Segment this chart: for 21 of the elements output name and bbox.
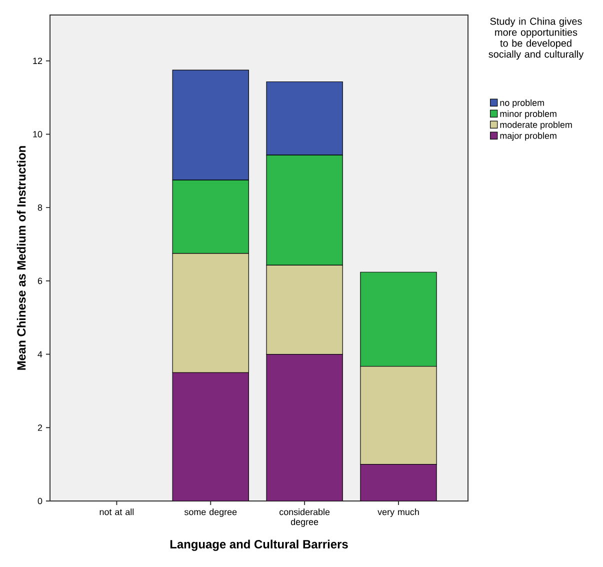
x-tick-label: not at all	[100, 508, 134, 516]
y-tick-label: 2	[38, 424, 42, 431]
legend-label: minor problem	[500, 110, 556, 119]
x-tick-label: considerable degree	[280, 508, 330, 527]
x-axis-title: Language and Cultural Barriers	[170, 540, 348, 551]
y-axis-title: Mean Chinese as Medium of Instruction	[16, 146, 26, 370]
x-tick-label: some degree	[184, 508, 237, 517]
legend-label: no problem	[500, 99, 544, 108]
bar	[360, 464, 437, 501]
bar	[172, 372, 249, 501]
y-tick-label: 12	[33, 58, 42, 64]
y-tick-label: 10	[33, 131, 42, 138]
x-tick-label: very much	[378, 508, 419, 517]
legend-title: Study in China gives more opportunities to be developed socially and culturally	[488, 18, 584, 60]
legend-label: major problem	[500, 132, 556, 141]
legend-label: moderate problem	[500, 121, 572, 130]
y-tick-label: 0	[38, 498, 42, 504]
bar	[266, 354, 343, 501]
y-tick-label: 4	[38, 351, 42, 358]
y-tick-label: 8	[38, 204, 42, 211]
y-tick-label: 6	[38, 278, 42, 284]
